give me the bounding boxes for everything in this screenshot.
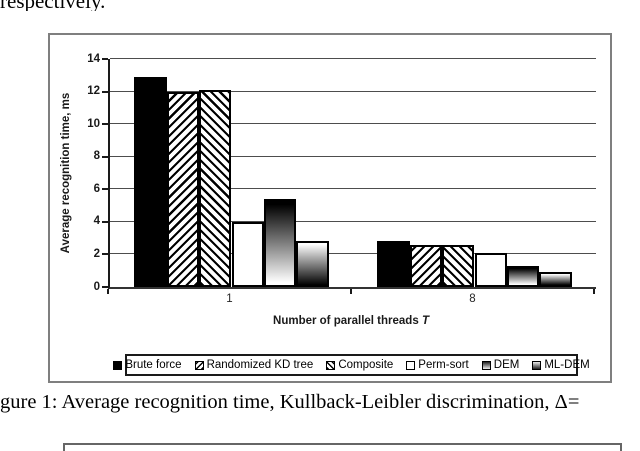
bar-brute-force-t1 <box>134 77 167 287</box>
legend-label: DEM <box>493 359 520 371</box>
legend-label: Brute force <box>125 359 182 371</box>
y-axis-tick-4 <box>102 220 108 223</box>
y-axis-tick-0 <box>102 286 108 288</box>
legend-marker-hatch-forward-icon <box>194 360 204 370</box>
gridline-y8 <box>110 155 596 157</box>
x-category-label-1: 1 <box>226 293 233 305</box>
legend-item-composite: Composite <box>326 359 393 371</box>
y-axis-tick-12 <box>102 90 108 93</box>
bar-randomized-kd-tree-t1 <box>166 92 200 287</box>
bar-ml-dem-t1 <box>296 241 329 287</box>
legend-label: Composite <box>338 359 394 371</box>
y-axis-tick-6 <box>102 188 108 191</box>
y-tick-label-4: 4 <box>93 215 100 228</box>
gridline-y10 <box>110 123 596 125</box>
y-tick-label-12: 12 <box>87 85 100 98</box>
legend-marker-gradient-dark-top-icon <box>481 360 491 370</box>
bar-dem-t8 <box>506 266 540 287</box>
bar-composite-t8 <box>442 245 475 287</box>
x-axis-title: Number of parallel threads T <box>108 315 594 327</box>
y-tick-label-0: 0 <box>93 280 100 293</box>
legend-marker-white-icon <box>406 360 416 370</box>
legend-marker-gradient-dark-bottom-icon <box>532 360 542 370</box>
bar-randomized-kd-tree-t8 <box>409 245 443 287</box>
y-axis-tick-2 <box>102 253 108 256</box>
bar-brute-force-t8 <box>377 241 410 287</box>
gridline-y14 <box>110 58 596 59</box>
y-tick-label-10: 10 <box>87 117 100 130</box>
legend: Brute force Randomized KD tree Composite Pe… <box>113 354 590 376</box>
y-axis-tick-8 <box>102 155 108 158</box>
body-text-fragment: respectively. <box>0 0 300 11</box>
y-tick-label-14: 14 <box>87 52 100 65</box>
figure-1-chart: Average recognition time, ms Number of p… <box>48 33 612 383</box>
y-axis-tick-10 <box>102 123 108 126</box>
legend-marker-hatch-backward-icon <box>326 360 336 370</box>
x-axis-tick <box>593 289 595 294</box>
y-tick-label-2: 2 <box>93 247 100 260</box>
legend-label: Perm-sort <box>418 359 469 371</box>
legend-label: Randomized KD tree <box>206 359 314 371</box>
gridline-y12 <box>110 90 596 92</box>
x-axis-title-text: Number of parallel threads <box>273 315 419 327</box>
plot-area <box>108 58 596 289</box>
legend-item-brute-force: Brute force <box>113 359 182 371</box>
legend-item-ml-dem: ML-DEM <box>532 359 590 371</box>
y-tick-label-6: 6 <box>93 182 100 195</box>
gridline-y4 <box>110 220 596 222</box>
figure-caption: gure 1: Average recognition time, Kullba… <box>0 391 580 413</box>
bar-perm-sort-t8 <box>474 253 507 287</box>
legend-label: ML-DEM <box>544 359 590 371</box>
bar-perm-sort-t1 <box>231 222 264 287</box>
x-axis-tick <box>350 289 352 294</box>
legend-item-randomized-kd-tree: Randomized KD tree <box>194 359 314 371</box>
x-axis-title-symbol: T <box>421 315 429 327</box>
legend-item-perm-sort: Perm-sort <box>406 359 469 371</box>
x-axis-tick <box>107 289 109 294</box>
gridline-y6 <box>110 188 596 190</box>
next-figure-top-edge <box>63 443 622 451</box>
bar-dem-t1 <box>263 199 297 287</box>
legend-marker-solid-black-icon <box>113 360 123 370</box>
bar-ml-dem-t8 <box>539 272 572 287</box>
y-axis-tick-14 <box>102 58 108 60</box>
legend-item-dem: DEM <box>481 359 520 371</box>
bar-composite-t1 <box>199 90 232 287</box>
y-tick-label-8: 8 <box>93 150 100 163</box>
x-category-label-8: 8 <box>469 293 476 305</box>
body-text: respectively. <box>0 0 300 11</box>
gridline-y2 <box>110 253 596 255</box>
